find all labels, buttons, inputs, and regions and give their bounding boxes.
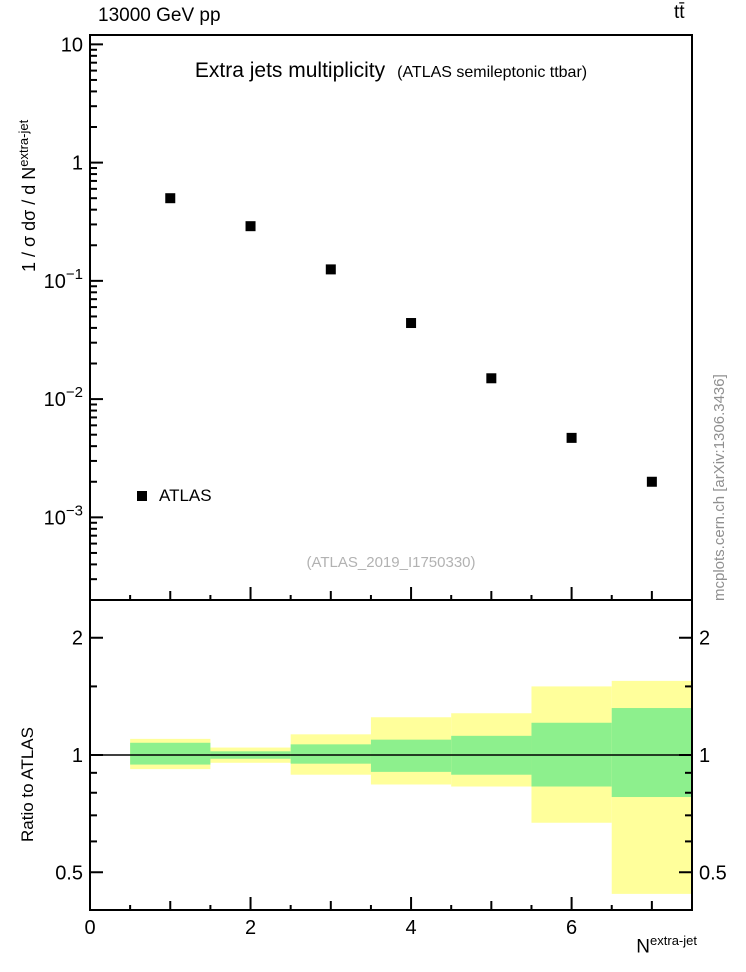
x-axis-title-main: N [636,936,651,958]
y-tick-label: 10−3 [44,502,83,529]
plot-title-sub: (ATLAS semileptonic ttbar) [397,64,588,81]
y-tick-label: 10 [61,34,83,56]
y-axis-title: 1 / σ dσ / d Nextra-jet [16,120,40,272]
ratio-inner-band [370,739,452,772]
data-point-square [325,264,336,275]
data-point-square [646,476,657,487]
legend: ATLAS [137,486,212,506]
data-point-square [245,221,256,232]
y-tick-label: 10−1 [44,266,83,293]
ratio-y-tick-label: 0.5 [55,862,83,884]
ratio-y-tick-label: 0.5 [699,862,727,884]
data-point-square [486,373,497,384]
y-axis-title-main: 1 / σ dσ / d N [19,166,39,272]
ratio-y-axis-title: Ratio to ATLAS [18,727,37,842]
mcplots-attribution: mcplots.cern.ch [arXiv:1306.3436] [711,374,728,601]
ratio-inner-band [290,744,371,764]
x-axis-title-sup: extra-jet [650,933,697,948]
x-axis-title: Nextra-jet [636,933,697,958]
legend-label: ATLAS [159,486,212,505]
x-tick-label: 2 [245,917,256,939]
data-point-square [406,318,417,329]
plot-title-main: Extra jets multiplicity [194,59,386,82]
y-tick-label: 10−2 [44,384,83,411]
legend-marker-square [137,491,147,501]
y-tick-label: 1 [72,153,83,175]
ratio-y-tick-label: 1 [72,745,83,767]
x-tick-label: 0 [84,917,95,939]
beam-energy-label: 13000 GeV pp [98,5,221,26]
x-tick-label: 4 [406,917,417,939]
process-label: tt̄ [674,2,685,23]
ratio-y-tick-label: 2 [72,628,83,650]
ratio-y-tick-label: 1 [699,745,710,767]
plot-title: Extra jets multiplicity (ATLAS semilepton… [90,59,692,83]
analysis-id-watermark: (ATLAS_2019_I1750330) [306,554,476,571]
ratio-y-tick-label: 2 [699,628,710,650]
data-point-square [566,432,577,443]
y-axis-title-sup: extra-jet [16,119,31,167]
x-tick-label: 6 [566,917,577,939]
ratio-panel-frame [89,599,693,911]
main-panel-frame [89,34,693,601]
ratio-inner-band [130,742,211,765]
ratio-inner-band [611,708,692,798]
data-point-square [165,193,176,204]
